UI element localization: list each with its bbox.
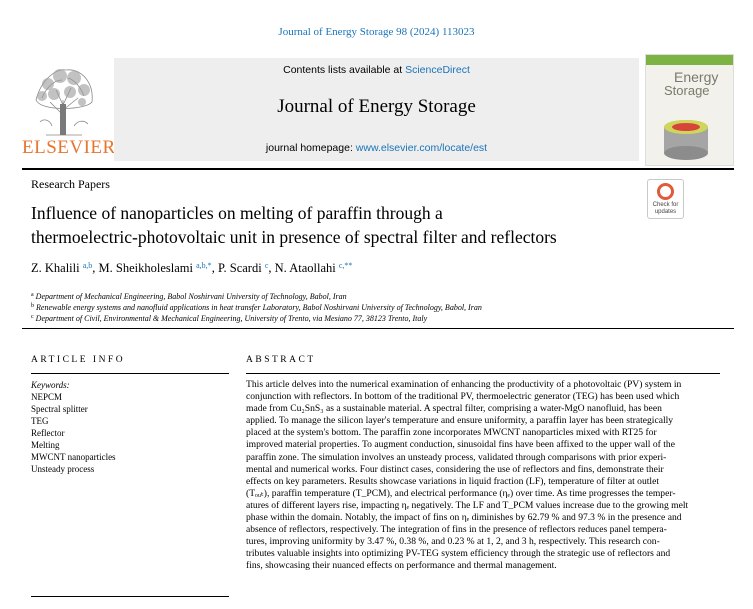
contents-prefix: Contents lists available at — [283, 64, 406, 76]
abstract-line: conjunction with reflectors. In bottom o… — [246, 391, 680, 403]
abstract-line: absence of reflectors, respectively. The… — [246, 524, 667, 536]
keyword: Melting — [31, 440, 60, 450]
abstract-text: This article delves into the numerical e… — [246, 379, 720, 573]
abstract-heading: ABSTRACT — [246, 355, 316, 365]
abstract-line: atures of different layers rise, impacti… — [246, 499, 689, 511]
citation-link[interactable]: Journal of Energy Storage 98 (2024) 1130… — [278, 26, 475, 38]
title-line-1: Influence of nanoparticles on melting of… — [31, 203, 443, 223]
journal-title[interactable]: Journal of Energy Storage — [277, 96, 476, 117]
affiliation-divider — [22, 328, 734, 329]
author-affil-sup[interactable]: c — [264, 261, 269, 270]
journal-cover[interactable]: Energy Storage — [645, 54, 734, 166]
article-info-heading: ARTICLE INFO — [31, 355, 126, 365]
affiliation-c: c Department of Civil, Environmental & Me… — [31, 314, 428, 323]
elsevier-logo[interactable]: ELSEVIER — [22, 54, 116, 166]
cover-cylinder-icon — [646, 55, 733, 160]
keywords-block: Keywords: NEPCM Spectral splitter TEG Re… — [31, 379, 116, 475]
keyword: Spectral splitter — [31, 404, 88, 414]
abstract-line: paraffin zone. The simulation involves a… — [246, 451, 667, 463]
article-info-rule — [31, 373, 229, 374]
author-affil-sup[interactable]: a,b — [82, 261, 93, 270]
journal-header: ELSEVIER Contents lists available at Sci… — [22, 54, 734, 166]
cover-title-line2: Storage — [664, 83, 710, 98]
abstract-line: phase within the domain. Notably, the im… — [246, 512, 682, 524]
journal-masthead: Contents lists available at ScienceDirec… — [114, 58, 639, 161]
abstract-line: applied. To manage the silicon layer's t… — [246, 415, 674, 427]
keyword: Reflector — [31, 428, 65, 438]
cover-title-line1: Energy — [674, 69, 719, 85]
article-info-bottom-rule — [31, 596, 229, 597]
abstract-line: (Tₒᵤₜ), paraffin temperature (T_PCM), an… — [246, 487, 676, 499]
author-name[interactable]: N. Ataollahi — [274, 261, 336, 275]
keyword: NEPCM — [31, 392, 63, 402]
abstract-line: mental and numerical works. Four distinc… — [246, 463, 664, 475]
elsevier-tree-icon — [26, 60, 100, 138]
author-affil-sup[interactable]: c,** — [338, 261, 353, 270]
homepage-prefix: journal homepage: — [265, 142, 356, 154]
keyword: TEG — [31, 416, 49, 426]
author-list: Z. Khalili a,b, M. Sheikholeslami a,b,*,… — [31, 261, 353, 275]
journal-citation[interactable]: Journal of Energy Storage 98 (2024) 1130… — [0, 26, 753, 38]
abstract-line: This article delves into the numerical e… — [246, 379, 682, 390]
affiliation-b: b Renewable energy systems and nanofluid … — [31, 303, 482, 312]
article-title: Influence of nanoparticles on melting of… — [31, 201, 631, 249]
author-name[interactable]: P. Scardi — [217, 261, 262, 275]
keywords-label: Keywords: — [31, 380, 70, 390]
author-name[interactable]: M. Sheikholeslami — [98, 261, 193, 275]
elsevier-wordmark: ELSEVIER — [22, 137, 116, 158]
abstract-line: made from Cu₂SnS₃ as a sustainable mater… — [246, 403, 662, 415]
affiliation-a: a Department of Mechanical Engineering, B… — [31, 292, 347, 301]
title-line-2: thermoelectric-photovoltaic unit in pres… — [31, 227, 557, 247]
abstract-line: tures, improving uniformity by 3.47 %, 0… — [246, 536, 660, 548]
abstract-rule — [246, 373, 720, 374]
abstract-line: tributes valuable insights into optimizi… — [246, 548, 671, 560]
check-for-updates-button[interactable]: Check for updates — [647, 179, 684, 219]
sciencedirect-link[interactable]: ScienceDirect — [405, 64, 470, 76]
check-updates-icon — [657, 183, 674, 200]
author-name[interactable]: Z. Khalili — [31, 261, 80, 275]
abstract-line: improved material properties. To augment… — [246, 439, 675, 451]
abstract-line: effects on key parameters. Results showc… — [246, 475, 660, 487]
keyword: MWCNT nanoparticles — [31, 452, 116, 462]
homepage-link[interactable]: www.elsevier.com/locate/est — [355, 142, 488, 154]
author-affil-sup[interactable]: a,b,* — [196, 261, 212, 270]
check-updates-label: Check for updates — [652, 202, 679, 215]
abstract-line: placed at the system's bottom. The paraf… — [246, 427, 657, 439]
contents-line: Contents lists available at ScienceDirec… — [114, 64, 639, 76]
article-type: Research Papers — [31, 177, 110, 191]
header-divider — [22, 168, 734, 170]
keyword: Unsteady process — [31, 464, 95, 474]
homepage-line: journal homepage: www.elsevier.com/locat… — [114, 142, 639, 154]
abstract-line: fins, showcasing their nuanced effects o… — [246, 560, 557, 572]
